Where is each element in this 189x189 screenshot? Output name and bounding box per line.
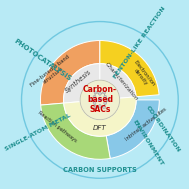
Text: SINGLE-ATOM METAL: SINGLE-ATOM METAL bbox=[5, 113, 72, 152]
Text: CARBON SUPPORTS: CARBON SUPPORTS bbox=[63, 167, 137, 173]
Text: Characterization: Characterization bbox=[104, 62, 139, 102]
Circle shape bbox=[103, 91, 106, 94]
Text: Electron/ion
density: Electron/ion density bbox=[129, 60, 156, 91]
Circle shape bbox=[98, 98, 101, 101]
Text: Reaction pathways: Reaction pathways bbox=[37, 110, 77, 143]
Circle shape bbox=[107, 98, 110, 101]
Circle shape bbox=[104, 101, 107, 105]
Text: Fine-tuned d band
structure: Fine-tuned d band structure bbox=[30, 55, 74, 92]
Text: PHOTOCATALYSIS: PHOTOCATALYSIS bbox=[13, 38, 73, 82]
Wedge shape bbox=[100, 64, 136, 98]
Text: Synthesis: Synthesis bbox=[64, 69, 93, 94]
Text: FENTON-LIKE REACTION: FENTON-LIKE REACTION bbox=[113, 6, 167, 80]
Circle shape bbox=[93, 101, 96, 105]
Text: Intrinsic active sites: Intrinsic active sites bbox=[125, 107, 168, 142]
Wedge shape bbox=[106, 100, 159, 158]
Circle shape bbox=[80, 80, 120, 120]
Wedge shape bbox=[64, 97, 136, 136]
Circle shape bbox=[93, 95, 96, 98]
Text: ENVIRONMENT: ENVIRONMENT bbox=[131, 119, 164, 167]
Circle shape bbox=[98, 92, 101, 95]
Circle shape bbox=[22, 22, 178, 178]
Wedge shape bbox=[100, 40, 159, 97]
Text: COORDINATION: COORDINATION bbox=[145, 105, 181, 154]
Circle shape bbox=[104, 95, 107, 98]
Wedge shape bbox=[64, 64, 100, 103]
Text: Carbon-
based
SACs: Carbon- based SACs bbox=[83, 85, 117, 114]
Circle shape bbox=[98, 105, 101, 108]
Circle shape bbox=[103, 106, 106, 109]
Wedge shape bbox=[40, 40, 100, 105]
Wedge shape bbox=[41, 103, 110, 159]
Circle shape bbox=[90, 98, 93, 101]
Circle shape bbox=[94, 106, 97, 109]
Text: DFT: DFT bbox=[93, 125, 107, 131]
Circle shape bbox=[94, 91, 97, 94]
